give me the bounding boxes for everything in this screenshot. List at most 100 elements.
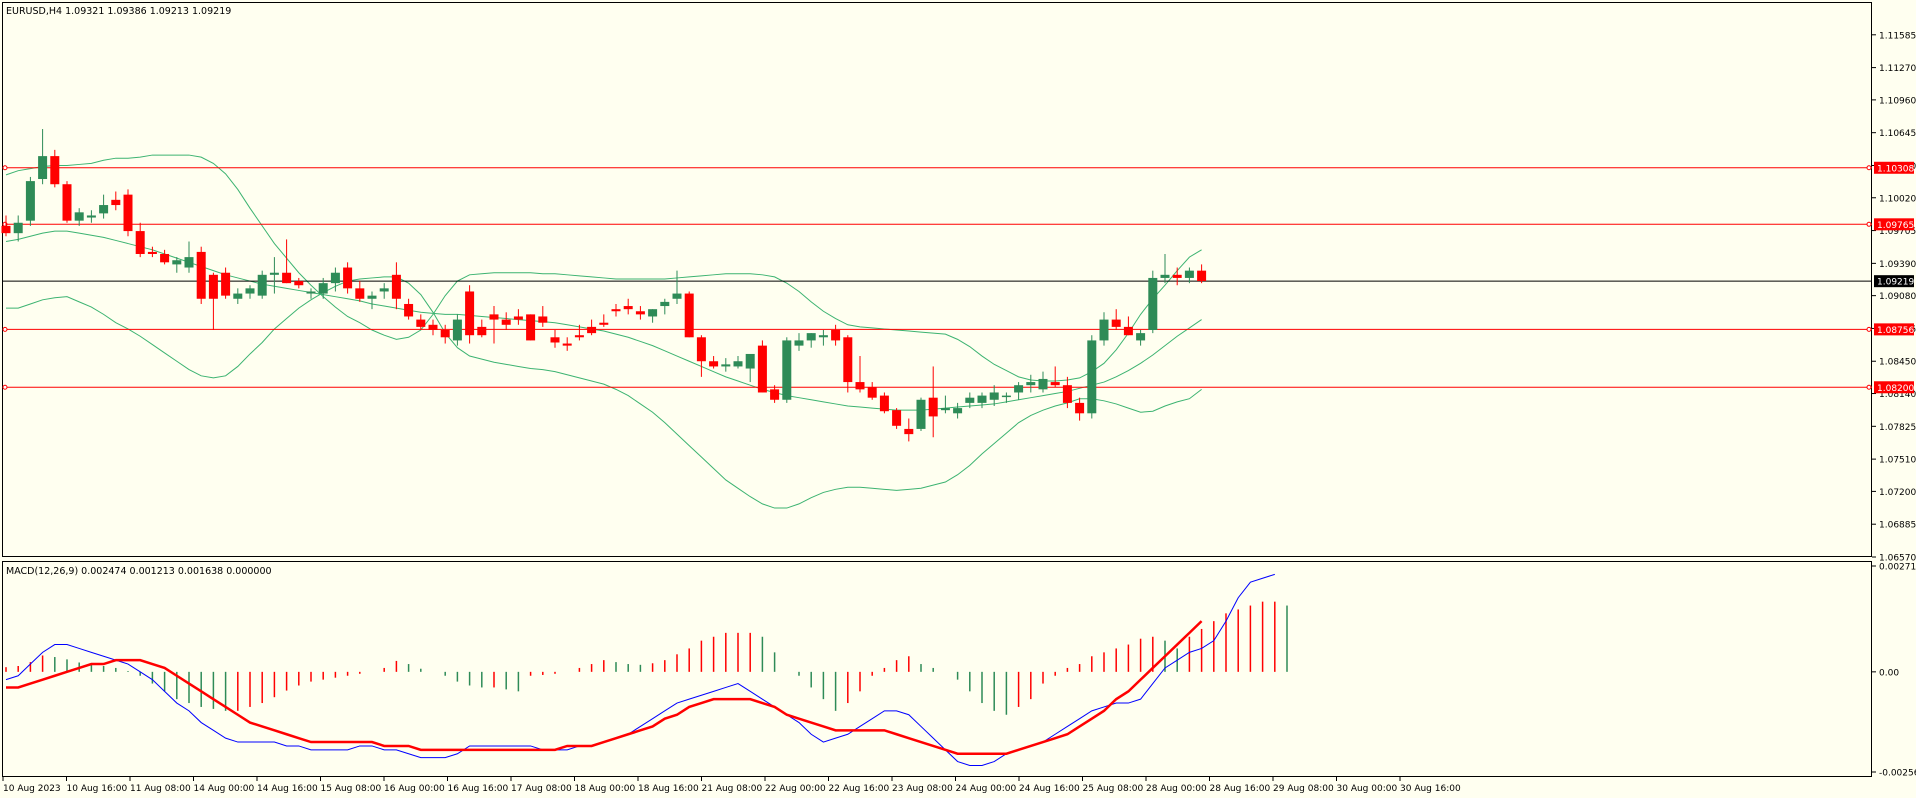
bull-candle-body [1014,385,1024,393]
bear-candle-body [867,387,877,398]
bull-candle-body [172,260,182,265]
bear-candle-body [526,314,536,341]
level-price-label: 1.08756 [1877,326,1914,336]
bear-candle-body [343,267,353,289]
bull-candle-body [940,408,950,411]
bear-candle-body [1111,319,1121,327]
bear-candle-body [513,316,523,320]
bull-candle-body [1099,319,1109,341]
horizontal-levels[interactable]: 1.10308 1.09765 1.08756 1.08200 1.09219 [2,161,1914,394]
bull-candle-body [233,293,243,299]
bull-candle-body [379,288,389,292]
bear-candle-body [599,322,609,325]
price-tick-label: 1.08140 [1879,390,1916,400]
time-tick-label: 10 Aug 2023 [3,784,61,794]
bear-candle-body [282,272,292,284]
time-tick-label: 28 Aug 16:00 [1210,784,1271,794]
bull-candle-body [965,397,975,403]
bull-candle-body [38,156,48,180]
time-tick-label: 30 Aug 16:00 [1400,784,1461,794]
bear-candle-body [501,319,511,325]
bull-candle-body [25,181,35,221]
bear-candle-body [587,326,597,334]
level-line-anchor [1866,165,1872,171]
bull-candle-body [452,319,462,341]
bear-candle-body [1075,402,1085,414]
bull-candle-body [1026,382,1036,386]
bear-candle-body [843,337,853,383]
bull-candle-body [330,272,340,284]
bear-candle-body [123,194,133,232]
bull-candle-body [257,274,267,296]
bull-candle-body [782,340,792,400]
macd-info-label: MACD(12,26,9) 0.002474 0.001213 0.001638… [6,566,272,577]
bull-candle-body [184,257,194,268]
bear-candle-body [623,306,633,310]
macd-panel-frame [2,561,1872,777]
bull-candle-body [745,353,755,369]
bear-candle-body [928,397,938,417]
level-price-tag [1874,381,1914,394]
time-tick-label: 16 Aug 00:00 [384,784,445,794]
bear-candle-body [196,251,206,299]
macd-tick-label: -0.002568 [1879,769,1916,779]
level-price-tag [1874,218,1914,231]
bull-candle-body [721,364,731,367]
bear-candle-body [465,291,475,336]
macd-tick-label: 0.002714 [1879,563,1916,573]
time-tick-label: 14 Aug 16:00 [257,784,318,794]
level-line-anchor [2,326,8,332]
price-tick-label: 1.10960 [1879,96,1916,106]
bear-candle-body [757,345,767,393]
bull-candle-body [269,272,279,275]
price-tick-label: 1.07510 [1879,456,1916,466]
bull-candle-body [306,291,316,294]
bear-candle-body [696,337,706,362]
price-tick-label: 1.06570 [1879,554,1916,564]
price-tick-label: 1.07825 [1879,423,1916,433]
bear-candle-body [440,330,450,338]
current-price-tag [1874,275,1914,288]
time-tick-label: 24 Aug 00:00 [956,784,1017,794]
bear-candle-body [135,231,145,254]
bull-candle-body [1136,333,1146,341]
time-axis: 10 Aug 2023 10 Aug 16:00 11 Aug 08:00 14 Au… [2,777,1461,794]
level-price-label: 1.10308 [1877,164,1914,174]
bear-candle-body [1172,274,1182,278]
price-tick-label: 1.09390 [1879,260,1916,270]
time-tick-label: 15 Aug 08:00 [321,784,382,794]
bollinger-upper-line [5,154,1202,382]
price-tick-label: 1.08450 [1879,358,1916,368]
level-price-label: 1.08200 [1877,384,1914,394]
level-price-tag [1874,323,1914,336]
time-tick-label: 10 Aug 16:00 [67,784,128,794]
level-line-anchor [2,384,8,390]
bear-candle-body [892,410,902,426]
price-tick-label: 1.11585 [1879,31,1916,41]
bear-candle-body [550,337,560,343]
level-line-anchor [1866,221,1872,227]
bear-candle-body [855,382,865,390]
bear-candle-body [221,272,231,296]
bull-candle-body [318,283,328,294]
level-price-label: 1.09765 [1877,221,1914,231]
time-tick-label: 18 Aug 16:00 [638,784,699,794]
time-tick-label: 18 Aug 00:00 [575,784,636,794]
price-tick-label: 1.10020 [1879,194,1916,204]
time-tick-label: 24 Aug 16:00 [1019,784,1080,794]
bull-candle-body [806,333,816,341]
price-tick-label: 1.09705 [1879,227,1916,237]
bear-candle-body [770,389,780,400]
level-line-anchor [2,165,8,171]
time-tick-label: 30 Aug 00:00 [1337,784,1398,794]
level-line-anchor [1866,326,1872,332]
bull-candle-body [1184,270,1194,278]
price-tick-label: 1.06885 [1879,521,1916,531]
bear-candle-body [684,293,694,338]
bear-candle-body [208,274,218,299]
bear-candle-body [574,335,584,338]
macd-main-line [5,573,1275,766]
bull-candle-body [818,335,828,338]
bull-candle-body [1001,395,1011,398]
